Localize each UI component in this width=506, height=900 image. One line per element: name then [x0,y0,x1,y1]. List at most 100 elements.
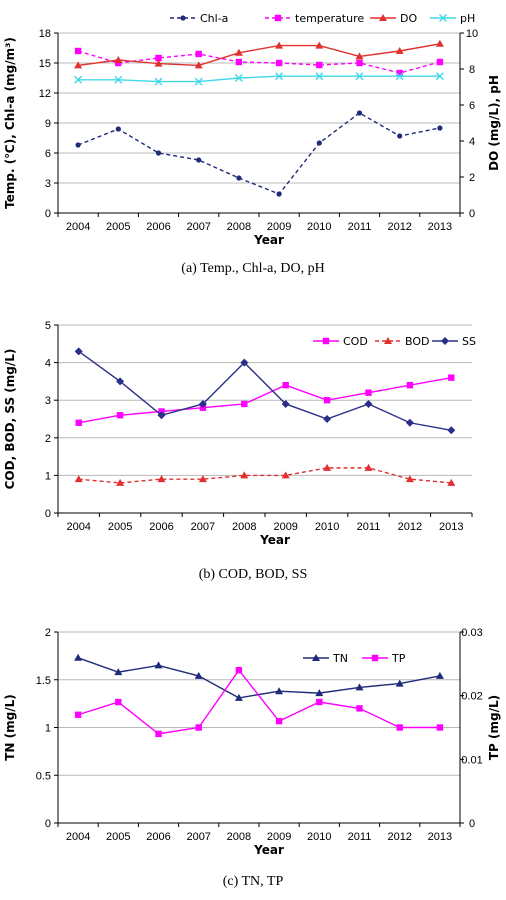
y-tick-label: 15 [39,58,51,70]
legend-swatch-marker [441,337,449,345]
figure-caption: (b) COD, BOD, SS [199,567,308,582]
y-axis-title: TN (mg/L) [3,694,17,761]
data-point-COD [323,397,331,404]
y-tick-label: 0 [45,818,51,830]
x-tick-label: 2008 [227,221,251,233]
x-axis-title: Year [259,533,290,547]
data-point-BOD [364,463,373,471]
series-line-SS [78,350,452,431]
data-point-COD [116,412,124,419]
legend-swatch-marker [371,654,379,662]
x-tick-label: 2011 [357,521,381,533]
data-point-Chl-a [437,125,443,131]
data-point-BOD [157,475,166,483]
y-tick-label: 0.5 [36,770,51,782]
y-tick-label: 3 [45,178,51,190]
y-tick-label: 1 [45,470,51,482]
data-point-SS [198,399,207,408]
y2-tick-label: 6 [469,100,475,112]
y-tick-label: 18 [39,28,51,40]
data-point-pH [315,72,324,81]
data-point-temperature [275,59,283,67]
data-point-pH [355,72,364,81]
series-line-TP [77,669,440,735]
x-tick-label: 2012 [387,831,411,843]
legend-swatch-marker [439,14,447,22]
legend-label-TN: TN [332,652,348,665]
x-tick-label: 2011 [348,831,372,843]
data-point-COD [241,400,248,408]
figure-caption: (c) TN, TP [223,874,284,889]
data-point-TN [114,668,123,676]
legend-swatch-marker [322,337,330,345]
data-point-SS [116,377,125,386]
legend-label-pH: pH [460,12,475,25]
data-point-TP [356,705,363,712]
data-point-SS [281,399,290,408]
data-point-pH [154,77,163,86]
data-point-pH [194,77,203,86]
data-point-TP [396,724,403,731]
data-point-TN [154,661,163,669]
y2-tick-label: 0 [469,818,475,830]
y-axis-title: Temp. (℃), Chl-a (mg/m³) [3,37,17,209]
x-tick-label: 2008 [227,831,251,843]
data-point-COD [406,381,414,389]
data-point-Chl-a [196,157,202,163]
data-point-Chl-a [75,142,81,148]
chart-1 [54,14,464,217]
data-point-TN [234,693,243,701]
y-tick-label: 0 [45,208,51,220]
x-tick-label: 2013 [428,831,452,843]
data-point-TP [155,730,162,738]
data-point-BOD [405,475,414,483]
data-point-temperature [195,50,202,58]
x-tick-label: 2005 [108,521,132,533]
data-point-Chl-a [155,150,162,156]
data-point-pH [395,72,404,81]
legend-label-temperature: temperature [295,12,364,25]
data-point-TP [436,724,444,731]
data-point-temperature [235,58,243,66]
data-point-pH [114,75,123,84]
legend-label-SS: SS [462,335,476,348]
x-tick-label: 2004 [66,221,90,233]
data-point-BOD [74,475,83,483]
data-point-TN [74,653,83,661]
data-point-TN [435,671,444,679]
data-point-TN [275,687,284,695]
data-point-pH [275,72,284,81]
x-tick-label: 2012 [387,221,411,233]
legend-swatch-marker [274,14,282,22]
x-tick-label: 2012 [398,521,422,533]
legend-label-TP: TP [391,652,406,665]
data-point-DO [114,56,123,63]
y-tick-label: 6 [45,148,51,160]
data-point-BOD [447,478,456,486]
data-point-DO [234,48,243,56]
data-point-COD [365,389,372,396]
legend-swatch-marker [384,337,392,344]
data-point-pH [435,72,444,81]
y-tick-label: 12 [39,88,51,100]
data-point-SS [447,426,456,435]
y2-tick-label: 2 [469,172,475,184]
data-point-SS [364,399,373,408]
data-point-TN [395,679,404,687]
data-point-DO [315,41,324,49]
legend-swatch-marker [180,15,186,21]
y-axis-title: COD, BOD, SS (mg/L) [3,349,17,490]
data-point-SS [405,418,414,427]
data-point-temperature [396,69,403,77]
data-point-Chl-a [115,126,121,132]
series-line-DO [78,43,441,67]
data-point-TP [74,711,82,718]
x-tick-label: 2007 [191,521,215,533]
data-point-DO [275,41,284,49]
y2-tick-label: 0.02 [461,691,482,703]
x-tick-label: 2010 [307,221,331,233]
data-point-SS [323,415,332,423]
figure-caption: (a) Temp., Chl-a, DO, pH [181,261,324,276]
data-point-TN [355,683,364,691]
x-tick-label: 2011 [348,221,372,233]
